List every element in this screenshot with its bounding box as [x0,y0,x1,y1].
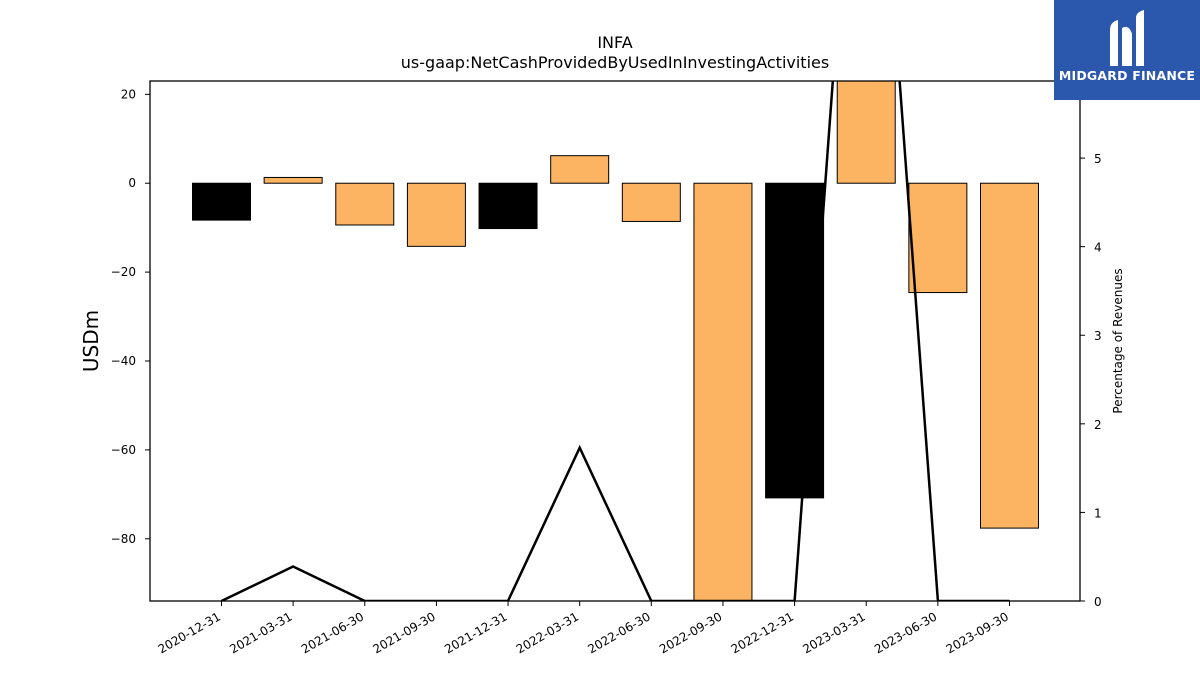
bar-2023-06-30 [908,182,968,294]
bar-2021-12-31 [478,182,538,230]
x-tick-label: 2021-06-30 [299,609,366,656]
bar-2020-12-31 [192,182,251,221]
bar-2023-09-30 [980,182,1039,529]
x-tick-label: 2023-03-31 [800,609,867,656]
y2-axis-label: Percentage of Revenues [1111,268,1125,413]
y-tick-label: −60 [111,443,136,457]
logo-text: MIDGARD FINANCE [1058,68,1196,83]
x-tick-label: 2023-06-30 [872,609,939,656]
y2-tick-label: 2 [1094,418,1102,432]
x-tick-label: 2020-12-31 [156,609,223,656]
bar-2022-03-31 [550,155,610,184]
y2-tick-label: 3 [1094,329,1102,343]
x-tick-label: 2022-06-30 [585,609,652,656]
midgard-finance-logo: MIDGARD FINANCE [1054,0,1200,100]
bar-2022-06-30 [621,182,681,222]
x-tick-label: 2021-12-31 [442,609,509,656]
y-tick-label: 20 [121,87,136,101]
bar-2022-09-30 [693,182,753,601]
chart-title: INFA [597,33,632,52]
y-tick-label: −80 [111,532,136,546]
y2-tick-label: 0 [1094,595,1102,609]
y2-tick-label: 1 [1094,506,1102,520]
x-tick-label: 2023-09-30 [944,609,1011,656]
x-tick-label: 2021-09-30 [371,609,438,656]
y-tick-label: −40 [111,354,136,368]
plot-frame [149,80,1081,602]
bar-2021-03-31 [263,176,323,184]
x-tick-label: 2022-09-30 [657,609,724,656]
y-tick-label: −20 [111,265,136,279]
x-tick-label: 2022-12-31 [729,609,796,656]
bar-2021-06-30 [335,182,395,226]
y2-tick-label: 5 [1094,152,1102,166]
x-tick-label: 2021-03-31 [227,609,294,656]
y2-tick-label: 4 [1094,241,1102,255]
chart-subtitle: us-gaap:NetCashProvidedByUsedInInvesting… [401,53,829,72]
x-tick-label: 2022-03-31 [514,609,581,656]
revenue-percentage-line [220,81,1010,601]
bar-2021-09-30 [406,182,466,247]
bar-2023-03-31 [836,81,896,184]
y-tick-label: 0 [128,176,136,190]
midgard-logo-icon [1110,10,1144,66]
y-axis-label: USDm [79,310,103,372]
